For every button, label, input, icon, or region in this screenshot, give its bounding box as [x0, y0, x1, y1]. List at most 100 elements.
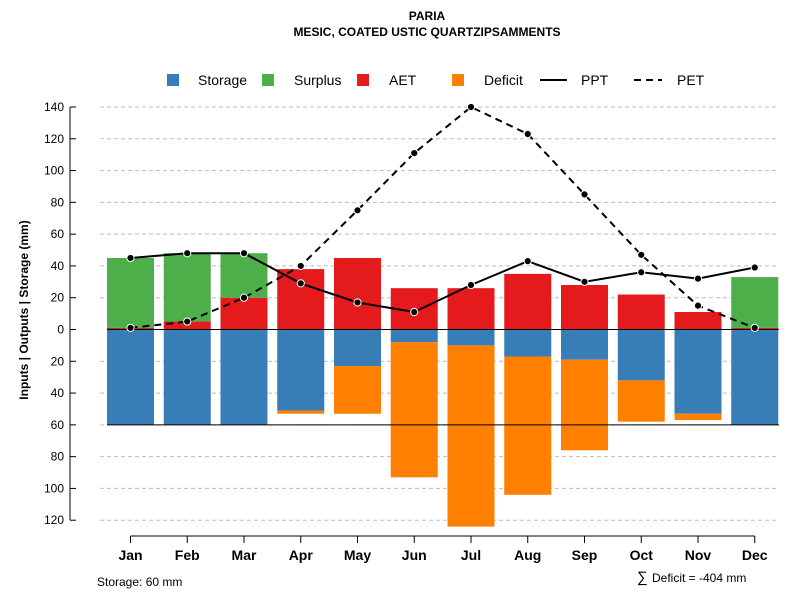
x-tick-label: Sep: [572, 547, 598, 563]
ppt-line: [130, 252, 755, 314]
storage-bar: [561, 329, 608, 360]
pet-point: [580, 190, 589, 199]
y-tick-label: 40: [51, 259, 65, 273]
storage-bar: [390, 329, 438, 343]
deficit-bar: [504, 356, 552, 495]
y-tick-label: 0: [57, 323, 64, 337]
deficit-bar: [447, 345, 495, 527]
x-tick-label: May: [344, 547, 371, 563]
ppt-point: [523, 257, 532, 266]
deficit-bar: [617, 380, 665, 422]
surplus-bar: [731, 277, 779, 328]
gridlines: [100, 106, 779, 521]
ppt-point: [466, 280, 476, 290]
legend-label: PET: [677, 72, 705, 88]
surplus-bar: [107, 257, 154, 328]
ppt-point: [580, 277, 589, 286]
legend-label: Storage: [198, 72, 247, 88]
pet-point: [353, 206, 362, 215]
pet-point: [239, 293, 249, 302]
chart-subtitle: MESIC, COATED USTIC QUARTZIPSAMMENTS: [293, 25, 560, 39]
deficit-bar: [561, 359, 608, 451]
ppt-point: [353, 298, 362, 307]
legend-swatch: [262, 74, 274, 86]
y-axis-label: Inputs | Outputs | Storage (mm): [17, 220, 31, 399]
deficit-bar: [334, 366, 381, 414]
x-tick-label: Mar: [232, 547, 257, 563]
y-tick-label: 80: [51, 195, 65, 209]
ppt-point: [126, 253, 135, 263]
y-tick-label: 140: [44, 100, 64, 114]
legend: Storage Surplus AET Deficit PPT PET: [167, 72, 705, 88]
ppt-point: [183, 249, 192, 258]
sum-icon: ∑: [637, 569, 648, 586]
pet-point: [750, 323, 759, 333]
y-tick-label: 80: [51, 450, 65, 464]
storage-bar: [617, 329, 665, 381]
legend-swatch: [167, 74, 179, 86]
y-tick-label: 120: [44, 132, 64, 146]
bars: [107, 253, 779, 527]
x-tick-label: Jan: [118, 547, 142, 563]
storage-bar: [447, 329, 495, 346]
deficit-bar: [277, 410, 325, 414]
legend-label: AET: [389, 72, 417, 88]
axes: 140 120 100 80 60 40 20 0 20 40 60 80 100 120 Jan Feb Ma…: [44, 100, 768, 563]
lines: [126, 102, 759, 333]
ppt-point: [693, 274, 703, 283]
aet-bar: [447, 288, 495, 330]
aet-bar: [617, 294, 665, 330]
storage-bar: [163, 329, 211, 425]
y-tick-label: 20: [51, 291, 65, 305]
storage-bar: [220, 329, 268, 425]
storage-bar: [674, 329, 722, 414]
pet-point: [183, 317, 192, 326]
x-tick-label: Jun: [402, 547, 427, 563]
storage-bar: [504, 329, 552, 357]
deficit-bar: [390, 342, 438, 478]
aet-bar: [334, 257, 381, 330]
pet-point: [637, 250, 646, 259]
pet-point: [523, 129, 532, 139]
aet-bar: [220, 297, 268, 330]
pet-line: [130, 105, 756, 329]
x-tick-label: Oct: [630, 547, 654, 563]
deficit-total: Deficit = -404 mm: [652, 571, 746, 585]
legend-swatch: [357, 74, 369, 86]
y-tick-label: 60: [51, 227, 65, 241]
chart-title: PARIA: [409, 9, 446, 23]
storage-bar: [277, 329, 325, 411]
deficit-bar: [674, 413, 722, 421]
surplus-bar: [220, 253, 268, 298]
storage-note: Storage: 60 mm: [97, 575, 182, 589]
pet-point: [410, 148, 419, 158]
legend-label: Surplus: [294, 72, 341, 88]
ppt-point: [239, 249, 249, 258]
aet-bar: [674, 312, 722, 330]
ppt-point: [296, 279, 305, 288]
y-tick-label: 120: [44, 513, 64, 527]
x-tick-label: Apr: [289, 547, 314, 563]
x-tick-label: Dec: [742, 547, 768, 563]
surplus-bar: [163, 253, 211, 322]
legend-label: PPT: [581, 72, 609, 88]
ppt-point: [637, 268, 646, 277]
pet-point: [693, 301, 703, 310]
aet-bar: [504, 273, 552, 330]
ppt-point: [750, 263, 759, 272]
y-tick-label: 20: [51, 354, 65, 368]
storage-bar: [107, 329, 154, 425]
legend-swatch: [452, 74, 464, 86]
aet-bar: [277, 269, 325, 330]
y-tick-label: 100: [44, 164, 64, 178]
storage-bar: [334, 329, 381, 367]
legend-label: Deficit: [484, 72, 523, 88]
storage-bar: [731, 329, 779, 425]
pet-point: [126, 323, 135, 333]
pet-point: [296, 261, 305, 271]
x-tick-label: Jul: [461, 547, 481, 563]
y-tick-label: 100: [44, 481, 64, 495]
x-tick-label: Aug: [514, 547, 541, 563]
x-tick-label: Nov: [685, 547, 712, 563]
